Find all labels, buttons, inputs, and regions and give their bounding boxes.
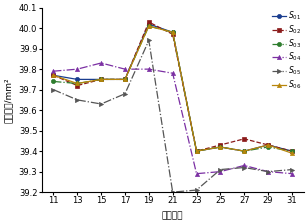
$S_{03}$ — [147, 25, 151, 28]
$S_{05}$ — [195, 189, 198, 191]
$S_{02}$ — [242, 138, 246, 140]
$S_{04}$ — [218, 170, 222, 173]
$S_{03}$ — [171, 31, 175, 34]
$S_{06}$ — [99, 78, 103, 81]
$S_{03}$ — [266, 146, 270, 148]
$S_{04}$ — [242, 164, 246, 167]
$S_{06}$ — [195, 150, 198, 153]
$S_{05}$ — [242, 166, 246, 169]
$S_{01}$ — [195, 150, 198, 153]
$S_{04}$ — [51, 70, 55, 73]
Line: $S_{03}$: $S_{03}$ — [51, 24, 294, 153]
$S_{01}$ — [290, 150, 294, 153]
$S_{04}$ — [123, 68, 127, 71]
$S_{06}$ — [75, 82, 79, 85]
$S_{02}$ — [75, 84, 79, 87]
$S_{04}$ — [195, 172, 198, 175]
$S_{04}$ — [147, 68, 151, 71]
$S_{05}$ — [147, 39, 151, 42]
$S_{02}$ — [290, 150, 294, 153]
Line: $S_{04}$: $S_{04}$ — [51, 61, 294, 176]
$S_{03}$ — [99, 78, 103, 81]
Y-axis label: 横截面积/mm²: 横截面积/mm² — [4, 77, 13, 123]
Legend: $S_{01}$, $S_{02}$, $S_{03}$, $S_{04}$, $S_{05}$, $S_{06}$: $S_{01}$, $S_{02}$, $S_{03}$, $S_{04}$, … — [271, 9, 302, 91]
$S_{02}$ — [218, 144, 222, 146]
$S_{01}$ — [99, 78, 103, 81]
$S_{03}$ — [242, 150, 246, 153]
$S_{04}$ — [290, 172, 294, 175]
$S_{02}$ — [266, 144, 270, 146]
$S_{03}$ — [75, 82, 79, 85]
$S_{01}$ — [123, 78, 127, 81]
$S_{02}$ — [99, 78, 103, 81]
$S_{01}$ — [171, 31, 175, 34]
$S_{06}$ — [147, 25, 151, 28]
$S_{04}$ — [75, 68, 79, 71]
$S_{02}$ — [171, 33, 175, 36]
X-axis label: 试样编号: 试样编号 — [162, 211, 184, 220]
Line: $S_{05}$: $S_{05}$ — [51, 38, 294, 194]
$S_{03}$ — [290, 150, 294, 153]
$S_{05}$ — [218, 168, 222, 171]
$S_{03}$ — [123, 78, 127, 81]
$S_{03}$ — [51, 80, 55, 83]
$S_{06}$ — [171, 31, 175, 34]
$S_{06}$ — [123, 78, 127, 81]
$S_{02}$ — [147, 21, 151, 23]
$S_{02}$ — [123, 78, 127, 81]
$S_{05}$ — [99, 103, 103, 105]
$S_{01}$ — [266, 144, 270, 146]
$S_{06}$ — [266, 144, 270, 146]
$S_{05}$ — [266, 170, 270, 173]
$S_{05}$ — [171, 191, 175, 194]
$S_{05}$ — [123, 92, 127, 95]
Line: $S_{06}$: $S_{06}$ — [51, 24, 294, 155]
$S_{06}$ — [290, 152, 294, 155]
$S_{06}$ — [218, 146, 222, 148]
$S_{01}$ — [218, 146, 222, 148]
$S_{01}$ — [147, 23, 151, 25]
Line: $S_{02}$: $S_{02}$ — [51, 20, 294, 153]
$S_{03}$ — [218, 146, 222, 148]
Line: $S_{01}$: $S_{01}$ — [51, 22, 294, 153]
$S_{01}$ — [51, 74, 55, 77]
$S_{01}$ — [75, 78, 79, 81]
$S_{02}$ — [51, 74, 55, 77]
$S_{04}$ — [266, 170, 270, 173]
$S_{03}$ — [195, 150, 198, 153]
$S_{01}$ — [242, 150, 246, 153]
$S_{06}$ — [51, 74, 55, 77]
$S_{05}$ — [51, 88, 55, 91]
$S_{06}$ — [242, 150, 246, 153]
$S_{04}$ — [99, 62, 103, 64]
$S_{02}$ — [195, 150, 198, 153]
$S_{05}$ — [290, 168, 294, 171]
$S_{04}$ — [171, 72, 175, 75]
$S_{05}$ — [75, 99, 79, 101]
